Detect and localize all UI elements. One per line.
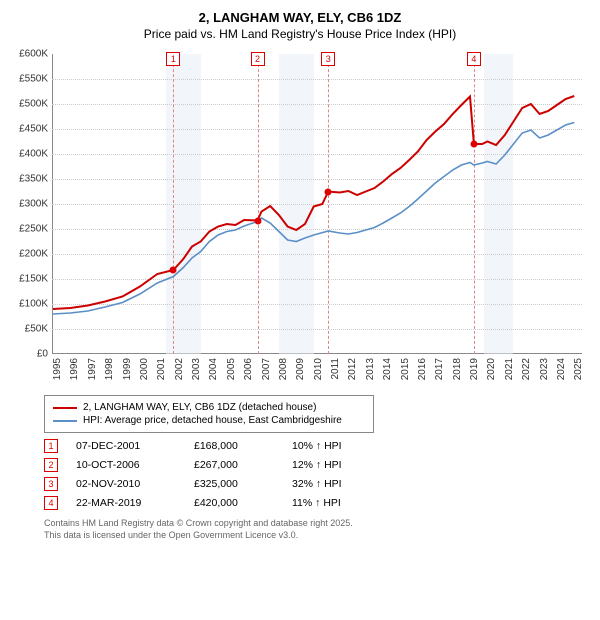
y-tick-label: £300K <box>8 199 48 210</box>
line-series <box>53 54 583 354</box>
series-hpi <box>53 123 574 315</box>
footer-line1: Contains HM Land Registry data © Crown c… <box>44 518 592 530</box>
sale-pct: 10% ↑ HPI <box>292 440 392 452</box>
legend-row: HPI: Average price, detached house, East… <box>53 415 365 426</box>
sale-price: £420,000 <box>194 497 274 509</box>
y-tick-label: £100K <box>8 299 48 310</box>
chart-subtitle: Price paid vs. HM Land Registry's House … <box>8 27 592 41</box>
chart-title: 2, LANGHAM WAY, ELY, CB6 1DZ <box>8 10 592 25</box>
legend-label: 2, LANGHAM WAY, ELY, CB6 1DZ (detached h… <box>83 402 316 413</box>
sale-marker-box: 2 <box>251 52 265 66</box>
legend-label: HPI: Average price, detached house, East… <box>83 415 342 426</box>
y-tick-label: £400K <box>8 149 48 160</box>
sale-row: 3 02-NOV-2010 £325,000 32% ↑ HPI <box>44 477 592 491</box>
sale-marker-box: 4 <box>467 52 481 66</box>
sale-date: 02-NOV-2010 <box>76 478 176 490</box>
sale-marker-box: 1 <box>166 52 180 66</box>
legend: 2, LANGHAM WAY, ELY, CB6 1DZ (detached h… <box>44 395 374 433</box>
sale-dot <box>170 267 177 274</box>
sale-date: 10-OCT-2006 <box>76 459 176 471</box>
y-tick-label: £0 <box>8 349 48 360</box>
sale-price: £325,000 <box>194 478 274 490</box>
y-tick-label: £550K <box>8 74 48 85</box>
sale-number: 3 <box>44 477 58 491</box>
y-tick-label: £450K <box>8 124 48 135</box>
sale-pct: 12% ↑ HPI <box>292 459 392 471</box>
sale-marker-box: 3 <box>321 52 335 66</box>
sale-dot <box>254 217 261 224</box>
sale-number: 1 <box>44 439 58 453</box>
y-tick-label: £500K <box>8 99 48 110</box>
y-tick-label: £200K <box>8 249 48 260</box>
y-tick-label: £350K <box>8 174 48 185</box>
x-tick-label: 2025 <box>573 358 600 380</box>
footer-attribution: Contains HM Land Registry data © Crown c… <box>44 518 592 541</box>
legend-swatch <box>53 407 77 409</box>
sale-price: £267,000 <box>194 459 274 471</box>
footer-line2: This data is licensed under the Open Gov… <box>44 530 592 542</box>
sale-row: 4 22-MAR-2019 £420,000 11% ↑ HPI <box>44 496 592 510</box>
y-tick-label: £600K <box>8 49 48 60</box>
legend-swatch <box>53 420 77 422</box>
sale-number: 4 <box>44 496 58 510</box>
series-property <box>53 96 574 309</box>
sales-table: 1 07-DEC-2001 £168,000 10% ↑ HPI 2 10-OCT-200… <box>44 439 592 510</box>
sale-pct: 11% ↑ HPI <box>292 497 392 509</box>
sale-dot <box>325 188 332 195</box>
sale-date: 07-DEC-2001 <box>76 440 176 452</box>
sale-row: 1 07-DEC-2001 £168,000 10% ↑ HPI <box>44 439 592 453</box>
sale-price: £168,000 <box>194 440 274 452</box>
sale-row: 2 10-OCT-2006 £267,000 12% ↑ HPI <box>44 458 592 472</box>
sale-number: 2 <box>44 458 58 472</box>
y-tick-label: £250K <box>8 224 48 235</box>
legend-row: 2, LANGHAM WAY, ELY, CB6 1DZ (detached h… <box>53 402 365 413</box>
sale-dot <box>470 141 477 148</box>
y-tick-label: £150K <box>8 274 48 285</box>
chart-area: 1 2 3 4 £0 £50K £100K £150K £200K £250K £300K £350… <box>8 49 592 389</box>
sale-date: 22-MAR-2019 <box>76 497 176 509</box>
sale-pct: 32% ↑ HPI <box>292 478 392 490</box>
chart-container: 2, LANGHAM WAY, ELY, CB6 1DZ Price paid … <box>0 0 600 549</box>
y-tick-label: £50K <box>8 324 48 335</box>
plot-area: 1 2 3 4 <box>52 54 582 354</box>
